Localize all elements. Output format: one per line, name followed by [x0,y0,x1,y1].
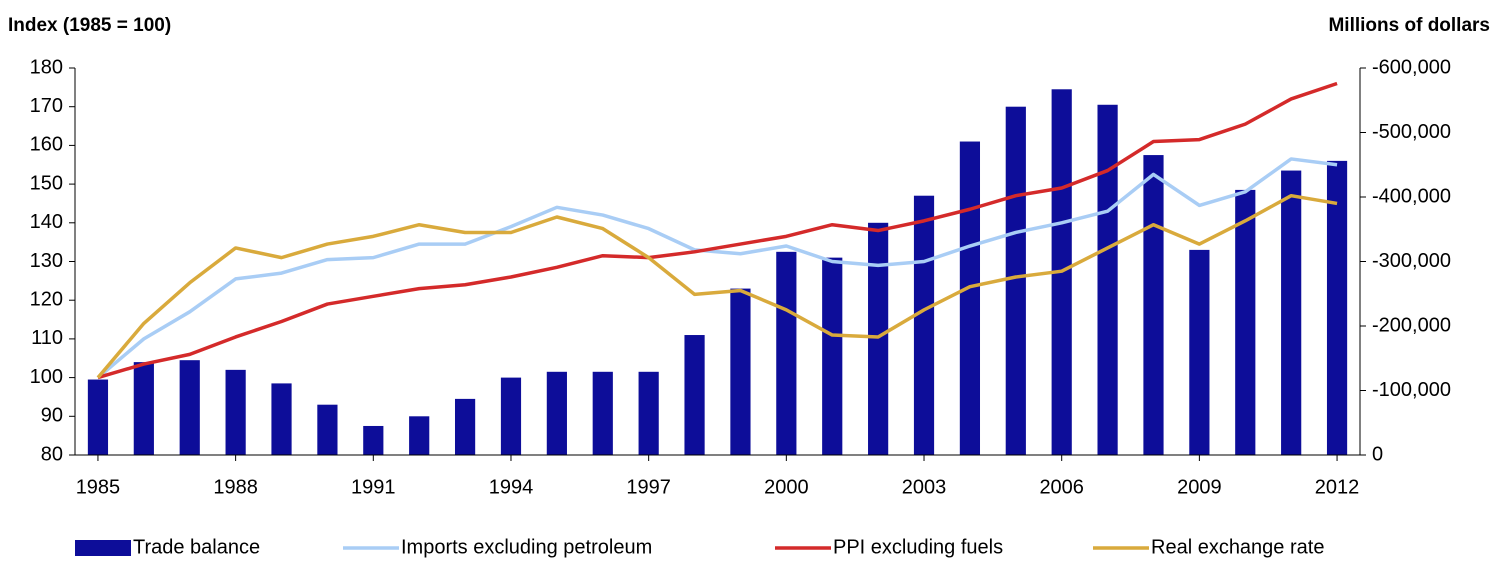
x-tick-label: 1988 [213,476,258,498]
y2-tick-label: -200,000 [1372,314,1451,336]
x-tick-label: 2012 [1315,476,1360,498]
bar [1326,160,1348,455]
bar [1189,249,1210,455]
bar [1097,104,1118,455]
bar [730,288,751,455]
y-tick-label: 90 [41,405,63,427]
x-tick-label: 1994 [489,476,534,498]
legend-swatch [75,540,131,556]
bar [454,398,476,455]
bar [1281,170,1302,455]
x-tick-label: 1997 [626,476,671,498]
y-axis-title: Index (1985 = 100) [8,15,171,36]
bar [1143,155,1164,455]
bar [1005,106,1026,455]
x-tick-label: 1985 [76,476,121,498]
line [96,193,1338,379]
bar [868,222,889,455]
bar [179,360,200,455]
x-tick-label: 2003 [902,476,947,498]
bar [959,141,981,455]
y2-tick-label: -400,000 [1372,185,1451,207]
line [97,81,1338,380]
bar [684,335,705,455]
bar [913,195,935,455]
legend-label: Imports excluding petroleum [401,536,652,558]
legend-label: Real exchange rate [1151,536,1324,558]
x-tick-label: 2006 [1039,476,1084,498]
bar [1235,189,1256,455]
bar [317,404,338,455]
y2-tick-label: -100,000 [1372,379,1451,401]
y-tick-label: 100 [30,366,63,388]
bar [87,379,109,455]
bar [638,371,659,455]
y-tick-label: 170 [30,95,63,117]
bar [409,416,430,455]
y-tick-label: 120 [30,288,63,310]
y-tick-label: 110 [31,327,63,349]
y-tick-label: 140 [30,211,63,233]
bar [271,383,292,455]
y-tick-label: 160 [30,134,63,156]
legend-label: PPI excluding fuels [833,536,1003,558]
y2-tick-label: -600,000 [1372,56,1451,78]
y2-tick-label: -300,000 [1372,250,1451,272]
y-tick-label: 80 [41,443,63,465]
bar [225,369,246,455]
x-tick-label: 2000 [764,476,809,498]
y2-tick-label: 0 [1372,443,1383,465]
legend-label: Trade balance [133,536,260,558]
bar [363,425,384,455]
x-tick-label: 2009 [1177,476,1222,498]
x-tick-label: 1991 [351,476,396,498]
y-tick-label: 180 [30,56,63,78]
bar [822,257,843,455]
y-tick-label: 130 [30,250,63,272]
bar [546,371,567,455]
bar [776,251,797,455]
y2-axis-title: Millions of dollars [1328,15,1490,36]
bar [592,371,613,455]
y-tick-label: 150 [30,172,63,194]
y2-tick-label: -500,000 [1372,121,1451,143]
bar [500,377,522,455]
line [96,157,1338,379]
bar [133,362,154,455]
